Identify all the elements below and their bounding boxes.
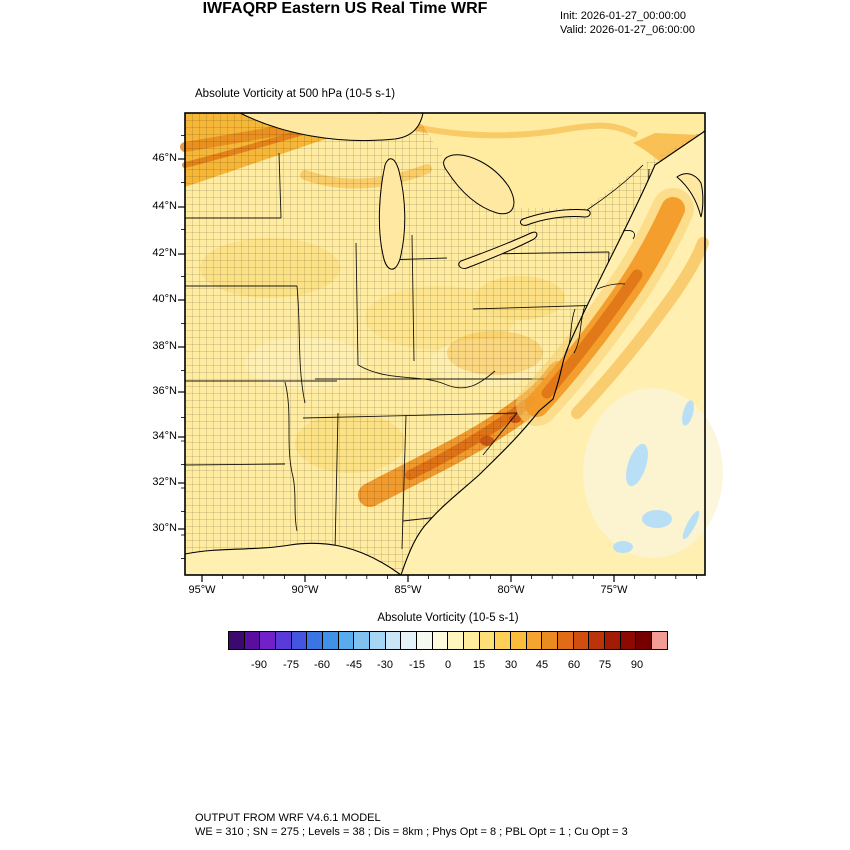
great-lakes: [239, 112, 704, 270]
colorbar-tick-label: -90: [251, 659, 267, 671]
lake-huron: [443, 154, 515, 215]
colorbar-segment: [478, 632, 495, 649]
colorbar-segment: [337, 632, 354, 649]
lat-tick-label: 44°N: [152, 200, 177, 212]
valid-time-label: Valid: 2026-01-27_06:00:00: [560, 24, 695, 36]
init-time-label: Init: 2026-01-27_00:00:00: [560, 10, 686, 22]
colorbar-segment: [572, 632, 589, 649]
nova-scotia: [676, 173, 704, 218]
colorbar-segment: [463, 632, 479, 649]
colorbar-segment: [243, 632, 260, 649]
colorbar-segment: [416, 632, 432, 649]
colorbar-segment: [525, 632, 542, 649]
colorbar-segment: [619, 632, 636, 649]
lat-tick-label: 42°N: [152, 247, 177, 259]
colorbar-segment: [557, 632, 573, 649]
colorbar-segment: [588, 632, 605, 649]
colorbar-tick-label: 75: [598, 659, 612, 671]
colorbar-segment: [541, 632, 558, 649]
atlantic-coastline: [400, 130, 706, 576]
gulf-of-mexico: [185, 543, 401, 575]
colorbar-tick-label: -60: [314, 659, 330, 671]
colorbar-segment: [651, 632, 667, 649]
plot-subtitle: Absolute Vorticity at 500 hPa (10-5 s-1): [195, 88, 396, 100]
footer-model-line: OUTPUT FROM WRF V4.6.1 MODEL: [195, 812, 381, 824]
colorbar-segment: [400, 632, 417, 649]
colorbar-segment: [384, 632, 401, 649]
map-panel: [178, 112, 723, 582]
gulf-coastline: [184, 542, 402, 576]
lat-tick-label: 32°N: [152, 476, 177, 488]
colorbar-segment: [229, 632, 244, 649]
weak-field-ocean-area: [583, 388, 723, 558]
lat-tick-label: 38°N: [152, 340, 177, 352]
colorbar-tick-label: 90: [630, 659, 644, 671]
colorbar-tick-label: -45: [346, 659, 362, 671]
colorbar-tick-label: -75: [283, 659, 299, 671]
colorbar-segment: [431, 632, 448, 649]
colorbar-segment: [306, 632, 323, 649]
colorbar-tick-label: 60: [567, 659, 581, 671]
north-streak: [379, 116, 639, 139]
lat-tick-label: 34°N: [152, 430, 177, 442]
lat-tick-label: 36°N: [152, 385, 177, 397]
colorbar-swatches: [228, 631, 668, 650]
colorbar-segment: [604, 632, 620, 649]
colorbar-segment: [447, 632, 464, 649]
negative-vorticity-patches: [613, 400, 700, 553]
lon-tick-label: 75°W: [600, 584, 628, 596]
run-times: Init: 2026-01-27_00:00:00 Valid: 2026-01…: [560, 9, 695, 37]
lon-tick-label: 80°W: [497, 584, 525, 596]
lon-tick-label: 85°W: [394, 584, 422, 596]
cape-cod: [622, 230, 635, 240]
lon-tick-label: 90°W: [291, 584, 319, 596]
lake-ontario: [519, 209, 591, 226]
colorbar-tick-label: -15: [409, 659, 425, 671]
lake-superior: [239, 112, 424, 142]
colorbar-tick-label: 45: [535, 659, 549, 671]
colorbar-tick-label: -30: [377, 659, 393, 671]
colorbar-segment: [259, 632, 276, 649]
colorbar-segment: [510, 632, 526, 649]
page-title: IWFAQRP Eastern US Real Time WRF: [202, 0, 488, 17]
lon-tick-label: 95°W: [188, 584, 216, 596]
colorbar-tick-label: 0: [444, 659, 452, 671]
lat-tick-label: 30°N: [152, 522, 177, 534]
lake-erie: [458, 231, 538, 269]
lake-michigan: [378, 158, 406, 270]
footer-config-line: WE = 310 ; SN = 275 ; Levels = 38 ; Dis …: [195, 826, 628, 838]
lat-tick-label: 46°N: [152, 152, 177, 164]
colorbar-segment: [353, 632, 370, 649]
colorbar-tick-label: 15: [472, 659, 486, 671]
colorbar-tick-label: 30: [504, 659, 518, 671]
colorbar-segment: [275, 632, 291, 649]
map-frame: [184, 112, 706, 576]
colorbar-segment: [290, 632, 307, 649]
lat-tick-label: 40°N: [152, 293, 177, 305]
long-island: [596, 283, 626, 290]
colorbar-segment: [494, 632, 511, 649]
st-lawrence-river: [586, 164, 644, 211]
map-svg: [178, 112, 723, 582]
delaware-bay: [573, 304, 586, 354]
colorbar-title: Absolute Vorticity (10-5 s-1): [377, 612, 519, 624]
colorbar-segment: [322, 632, 338, 649]
colorbar-segment: [369, 632, 385, 649]
colorbar-segment: [635, 632, 652, 649]
